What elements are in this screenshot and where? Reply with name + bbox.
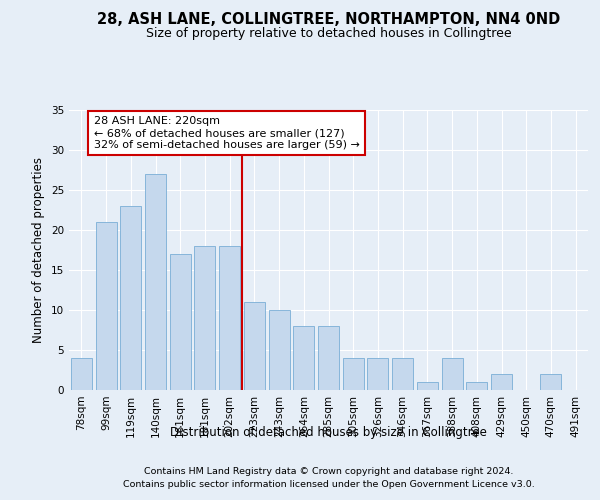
- Bar: [491, 374, 512, 390]
- Bar: [71, 358, 92, 390]
- Bar: [343, 358, 364, 390]
- Bar: [392, 358, 413, 390]
- Bar: [170, 254, 191, 390]
- Bar: [293, 326, 314, 390]
- Y-axis label: Number of detached properties: Number of detached properties: [32, 157, 46, 343]
- Text: Distribution of detached houses by size in Collingtree: Distribution of detached houses by size …: [170, 426, 487, 439]
- Bar: [219, 246, 240, 390]
- Text: Contains public sector information licensed under the Open Government Licence v3: Contains public sector information licen…: [123, 480, 535, 489]
- Bar: [466, 382, 487, 390]
- Bar: [145, 174, 166, 390]
- Bar: [95, 222, 116, 390]
- Bar: [120, 206, 141, 390]
- Bar: [417, 382, 438, 390]
- Bar: [269, 310, 290, 390]
- Bar: [541, 374, 562, 390]
- Bar: [244, 302, 265, 390]
- Bar: [194, 246, 215, 390]
- Bar: [367, 358, 388, 390]
- Bar: [318, 326, 339, 390]
- Text: 28, ASH LANE, COLLINGTREE, NORTHAMPTON, NN4 0ND: 28, ASH LANE, COLLINGTREE, NORTHAMPTON, …: [97, 12, 560, 28]
- Text: Contains HM Land Registry data © Crown copyright and database right 2024.: Contains HM Land Registry data © Crown c…: [144, 467, 514, 476]
- Bar: [442, 358, 463, 390]
- Text: Size of property relative to detached houses in Collingtree: Size of property relative to detached ho…: [146, 28, 512, 40]
- Text: 28 ASH LANE: 220sqm
← 68% of detached houses are smaller (127)
32% of semi-detac: 28 ASH LANE: 220sqm ← 68% of detached ho…: [94, 116, 359, 150]
